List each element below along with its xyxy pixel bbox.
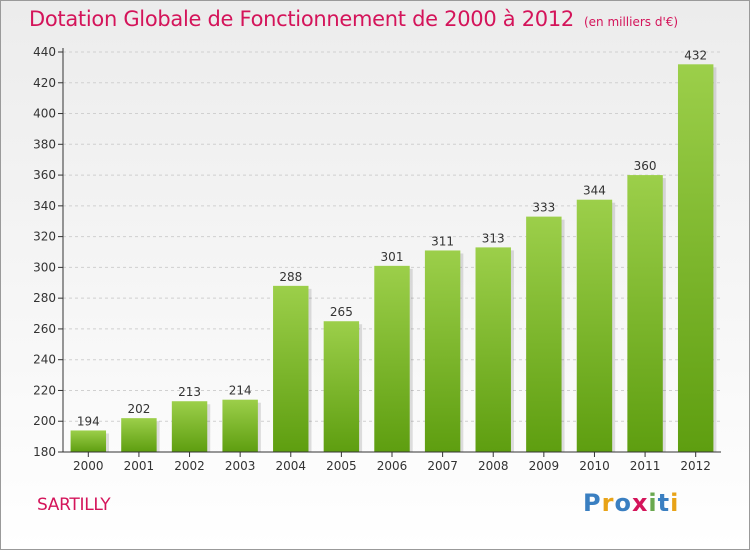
bar — [273, 285, 309, 452]
logo-letter: i — [648, 489, 658, 517]
x-tick-label: 2005 — [326, 459, 357, 473]
y-tick-label: 360 — [33, 168, 56, 182]
y-tick-label: 260 — [33, 322, 56, 336]
y-tick-label: 300 — [33, 260, 56, 274]
y-tick-label: 240 — [33, 353, 56, 367]
bar-value-label: 313 — [482, 231, 505, 245]
x-tick-label: 2012 — [680, 459, 711, 473]
axis-layer: 180 200 220 240 260 280 300 320 340 360 380 400 420 4… — [33, 45, 721, 473]
x-tick-label: 2000 — [73, 459, 104, 473]
bar — [677, 64, 714, 453]
bar — [70, 430, 107, 452]
x-tick-label: 2004 — [275, 459, 306, 473]
bar — [222, 399, 258, 452]
y-tick-label: 440 — [33, 45, 56, 59]
bar — [475, 247, 511, 452]
logo-letter: t — [657, 489, 671, 517]
x-tick-label: 2010 — [579, 459, 610, 473]
y-tick-label: 180 — [33, 445, 56, 459]
chart-title: Dotation Globale de Fonctionnement de 20… — [29, 7, 574, 31]
bar-layer: 194 202 213 214 288 265 301 311 313 333 344 360 432 — [70, 48, 717, 453]
bar-value-label: 202 — [127, 402, 150, 416]
y-tick-label: 420 — [33, 76, 56, 90]
bar — [424, 250, 461, 452]
bar-value-label: 344 — [583, 184, 606, 198]
x-tick-label: 2011 — [630, 459, 661, 473]
x-tick-label: 2001 — [124, 459, 155, 473]
bar — [627, 175, 663, 453]
bar-value-label: 301 — [381, 250, 404, 264]
x-tick-label: 2007 — [427, 459, 458, 473]
logo-letter: r — [601, 489, 615, 517]
y-tick-label: 280 — [33, 291, 56, 305]
bar — [374, 265, 410, 452]
bar-value-label: 360 — [634, 159, 657, 173]
y-tick-label: 380 — [33, 137, 56, 151]
x-tick-label: 2003 — [225, 459, 256, 473]
bar-value-label: 288 — [279, 270, 302, 284]
y-tick-label: 340 — [33, 199, 56, 213]
bar — [576, 199, 613, 452]
logo-letter: P — [583, 489, 602, 517]
proxiti-logo[interactable]: Proxiti — [583, 489, 679, 517]
bar-value-label: 432 — [684, 48, 707, 62]
bar-value-label: 333 — [532, 201, 555, 215]
y-tick-label: 220 — [33, 383, 56, 397]
bar-value-label: 194 — [77, 414, 100, 428]
chart-subtitle: (en milliers d'€) — [583, 15, 679, 29]
logo-letter: i — [670, 489, 680, 517]
bar-value-label: 311 — [431, 234, 454, 248]
bar — [323, 321, 360, 452]
bar — [526, 216, 562, 452]
bar — [171, 401, 208, 452]
x-tick-label: 2002 — [174, 459, 205, 473]
y-tick-label: 400 — [33, 107, 56, 121]
x-tick-label: 2008 — [478, 459, 509, 473]
x-tick-label: 2009 — [529, 459, 560, 473]
bar-value-label: 213 — [178, 385, 201, 399]
commune-name: SARTILLY — [37, 495, 111, 515]
y-tick-label: 200 — [33, 414, 56, 428]
title-row: Dotation Globale de Fonctionnement de 20… — [29, 7, 678, 31]
bar — [121, 418, 157, 452]
logo-letter: o — [614, 489, 632, 517]
y-tick-label: 320 — [33, 230, 56, 244]
bar-value-label: 265 — [330, 305, 353, 319]
bar-value-label: 214 — [229, 384, 252, 398]
x-tick-label: 2006 — [377, 459, 408, 473]
logo-letter: x — [631, 489, 649, 517]
